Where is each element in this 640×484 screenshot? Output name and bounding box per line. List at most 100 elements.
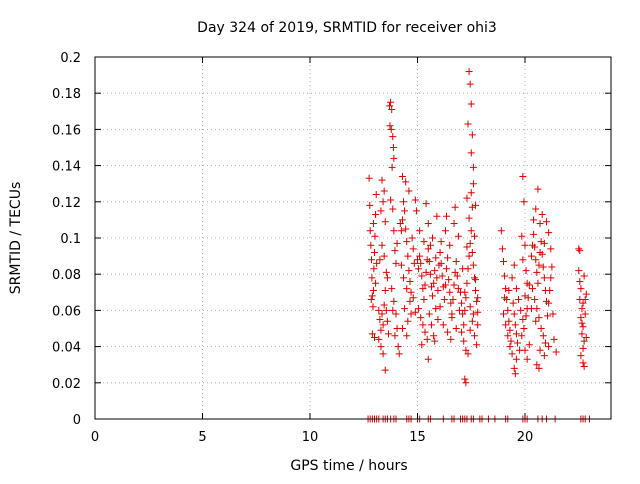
data-point xyxy=(519,315,527,323)
data-point xyxy=(463,279,471,287)
data-point xyxy=(429,234,437,242)
data-point xyxy=(515,296,523,304)
data-point xyxy=(535,314,543,322)
data-point xyxy=(378,310,386,318)
y-tick-label: 0.06 xyxy=(52,304,81,319)
data-point xyxy=(372,279,380,287)
data-point xyxy=(467,227,475,235)
data-point xyxy=(454,232,462,240)
data-point xyxy=(427,321,435,329)
data-point xyxy=(462,294,470,302)
data-point xyxy=(391,247,399,255)
data-point xyxy=(412,207,420,215)
data-point xyxy=(421,328,429,336)
data-point xyxy=(426,241,434,249)
data-point xyxy=(545,229,553,237)
data-point xyxy=(388,105,396,113)
data-point xyxy=(474,321,482,329)
data-point xyxy=(543,218,550,226)
data-point xyxy=(464,350,472,358)
data-point xyxy=(541,339,549,347)
data-point xyxy=(472,286,480,294)
data-point xyxy=(531,296,539,304)
data-point xyxy=(521,292,529,300)
data-point xyxy=(434,315,442,323)
data-point xyxy=(409,245,417,253)
data-point xyxy=(580,337,588,345)
data-point xyxy=(429,292,437,300)
data-point xyxy=(368,274,376,282)
data-point xyxy=(393,239,401,247)
data-point xyxy=(577,285,585,293)
data-point xyxy=(459,310,467,318)
data-point xyxy=(534,185,542,193)
data-point xyxy=(533,268,541,276)
data-point xyxy=(512,355,520,363)
data-point xyxy=(506,343,514,351)
data-point xyxy=(432,305,440,313)
data-point xyxy=(437,238,445,246)
data-point xyxy=(579,344,587,352)
data-point xyxy=(408,234,416,242)
data-point xyxy=(511,370,519,378)
y-tick-label: 0.12 xyxy=(52,196,81,211)
y-tick-label: 0.2 xyxy=(60,51,81,66)
data-point xyxy=(371,248,378,256)
x-axis-label: GPS time / hours xyxy=(290,458,407,474)
data-point xyxy=(502,285,510,293)
data-point xyxy=(547,245,555,253)
y-tick-label: 0.1 xyxy=(60,232,81,247)
data-point xyxy=(458,328,466,336)
data-point xyxy=(580,272,588,280)
data-point xyxy=(378,176,386,184)
data-point xyxy=(510,310,518,318)
data-point xyxy=(578,319,586,327)
y-tick-label: 0.04 xyxy=(52,341,81,356)
data-point xyxy=(582,290,590,298)
data-point xyxy=(575,245,583,253)
data-points xyxy=(364,67,593,423)
data-point xyxy=(530,216,538,224)
data-point xyxy=(525,281,533,289)
axis-ticks: 0 0.02 0.04 0.06 0.08 0.1 0.12 0.14 0.16 0.18 0.2 0… xyxy=(52,51,611,445)
data-point xyxy=(472,201,480,209)
data-point xyxy=(398,325,406,332)
data-point xyxy=(504,332,512,340)
data-point xyxy=(498,245,506,253)
data-point xyxy=(545,299,553,307)
data-point xyxy=(446,241,454,249)
data-point xyxy=(390,227,398,235)
data-point xyxy=(460,321,468,329)
data-point xyxy=(468,203,476,211)
data-point xyxy=(381,366,389,374)
data-point xyxy=(403,285,411,293)
data-point xyxy=(535,261,543,269)
data-point xyxy=(407,288,415,296)
x-tick-label: 15 xyxy=(409,430,426,445)
data-point xyxy=(420,238,428,246)
data-point xyxy=(422,200,430,208)
data-point xyxy=(518,332,526,340)
data-point xyxy=(411,308,419,316)
data-point xyxy=(427,283,435,291)
data-point xyxy=(370,265,378,273)
data-point xyxy=(380,252,388,260)
grid-lines xyxy=(95,57,611,419)
data-point xyxy=(398,172,406,180)
data-point xyxy=(507,337,515,345)
data-point xyxy=(452,258,460,266)
data-point xyxy=(401,305,409,313)
data-point xyxy=(578,305,586,313)
data-point xyxy=(398,216,406,224)
data-point xyxy=(390,297,398,305)
data-point xyxy=(545,343,553,351)
data-point xyxy=(376,315,384,323)
data-point xyxy=(401,207,409,215)
data-point xyxy=(533,361,541,369)
data-point xyxy=(445,276,453,284)
data-point xyxy=(576,277,584,285)
data-point xyxy=(373,259,381,267)
data-point xyxy=(382,268,390,276)
data-point xyxy=(369,286,377,294)
